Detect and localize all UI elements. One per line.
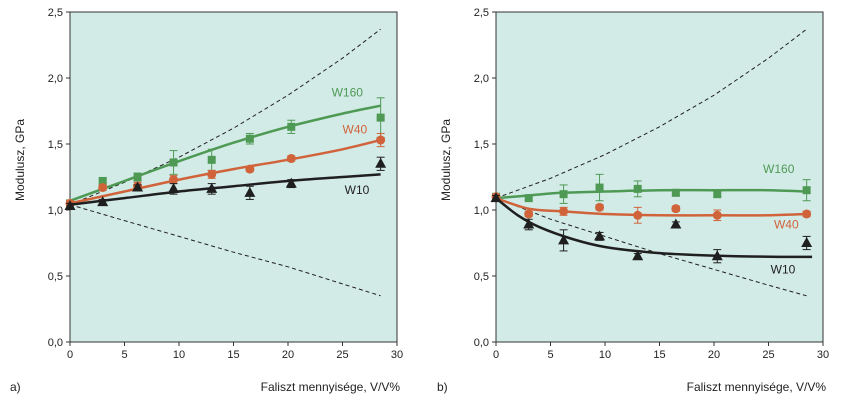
x-tick-label-b: 0 [493, 349, 499, 361]
w10-point-a [285, 177, 297, 188]
x-tick-label-b: 25 [762, 349, 774, 361]
w40-point-b [671, 204, 681, 214]
w40-point-a [286, 154, 296, 164]
y-tick-label-b: 0,5 [474, 271, 489, 283]
bound-upper-line-b [495, 28, 807, 199]
w10-fit-line-a [69, 173, 381, 206]
w10-point-b [801, 237, 813, 247]
y-tick-label-a: 1,5 [48, 139, 63, 151]
x-tick-label-b: 30 [817, 349, 829, 361]
w160-point-a [133, 173, 142, 181]
x-tick-label-a: 5 [121, 349, 127, 361]
w160-point-a [245, 134, 254, 143]
w10-point-b [490, 192, 502, 203]
x-tick-label-a: 0 [67, 349, 73, 361]
w160-point-b [559, 190, 568, 199]
y-tick-label-b: 2,5 [474, 7, 489, 19]
y-tick-label-b: 1,0 [474, 205, 489, 217]
x-tick-label-a: 15 [227, 349, 239, 361]
w10-point-b [523, 218, 535, 229]
x-tick-label-a: 30 [391, 349, 403, 361]
w40-point-b [524, 209, 534, 219]
y-tick-label-b: 1,5 [474, 139, 489, 151]
panel-label-a: a) [10, 380, 21, 394]
w40-point-b [559, 206, 569, 216]
plot-area-b [495, 11, 824, 343]
w160-point-a [169, 158, 178, 167]
w10-point-b [632, 250, 644, 261]
w40-point-a [98, 183, 108, 193]
w160-point-b [671, 188, 680, 197]
x-tick-label-a: 10 [173, 349, 185, 361]
w10-point-a [206, 182, 218, 193]
w40-point-b [712, 210, 722, 220]
x-axis-label-b: Faliszt mennyisége, V/V% [687, 380, 827, 394]
w160-point-b [524, 194, 533, 203]
w40-point-a [207, 169, 217, 179]
w40-point-a [169, 175, 179, 185]
w160-point-b [802, 186, 811, 195]
w40-fit-line-b [495, 196, 807, 217]
bound-lower-line-b [495, 197, 807, 297]
x-tick-label-b: 20 [708, 349, 720, 361]
w10-point-a [168, 182, 180, 193]
w160-point-b [595, 183, 604, 192]
y-tick-label-a: 2,0 [48, 73, 63, 85]
w160-series-label-b: W160 [763, 162, 795, 176]
w40-point-b [633, 210, 643, 220]
w40-point-b [802, 209, 812, 219]
x-tick-label-a: 20 [282, 349, 294, 361]
x-tick-label-b: 10 [599, 349, 611, 361]
w160-series-label-a: W160 [332, 85, 364, 99]
x-tick-label-b: 15 [653, 349, 665, 361]
w10-series-label-b: W10 [771, 262, 796, 276]
x-tick-label-a: 25 [336, 349, 348, 361]
w10-point-b [594, 230, 606, 241]
y-tick-label-b: 0,0 [474, 337, 489, 349]
w40-point-b [595, 202, 605, 212]
w160-point-a [376, 113, 385, 122]
w40-point-a [376, 135, 386, 145]
w160-point-b [633, 184, 642, 193]
w160-point-a [287, 122, 296, 131]
w40-fit-line-a [69, 138, 381, 205]
y-tick-label-a: 0,5 [48, 271, 63, 283]
y-tick-label-a: 1,0 [48, 205, 63, 217]
w10-point-a [64, 200, 76, 211]
panel-label-b: b) [437, 380, 448, 394]
w10-series-label-a: W10 [345, 183, 370, 197]
y-tick-label-b: 2,0 [474, 73, 489, 85]
panel-b: Modulusz, GPa Faliszt mennyisége, V/V% b… [437, 7, 829, 394]
w10-point-a [97, 196, 109, 207]
w40-series-label-b: W40 [774, 217, 799, 231]
w10-point-b [670, 218, 682, 229]
w160-point-a [207, 155, 216, 164]
x-tick-label-b: 5 [547, 349, 553, 361]
y-axis-label-a: Modulusz, GPa [13, 119, 27, 201]
w40-series-label-a: W40 [343, 122, 368, 136]
x-axis-label-a: Faliszt mennyisége, V/V% [261, 380, 401, 394]
w10-point-a [132, 181, 144, 192]
w10-point-b [558, 234, 570, 245]
w10-point-a [375, 157, 387, 168]
w10-point-a [244, 186, 256, 197]
w160-fit-line-a [69, 104, 381, 202]
panel-a: Modulusz, GPa Faliszt mennyisége, V/V% a… [10, 7, 403, 394]
y-tick-label-a: 0,0 [48, 337, 63, 349]
w160-point-a [98, 176, 107, 185]
w10-point-b [711, 250, 723, 261]
y-tick-label-a: 2,5 [48, 7, 63, 19]
w40-point-a [245, 164, 255, 174]
y-axis-label-b: Modulusz, GPa [439, 119, 453, 201]
bound-lower-line-a [69, 204, 381, 297]
w160-point-b [713, 190, 722, 199]
